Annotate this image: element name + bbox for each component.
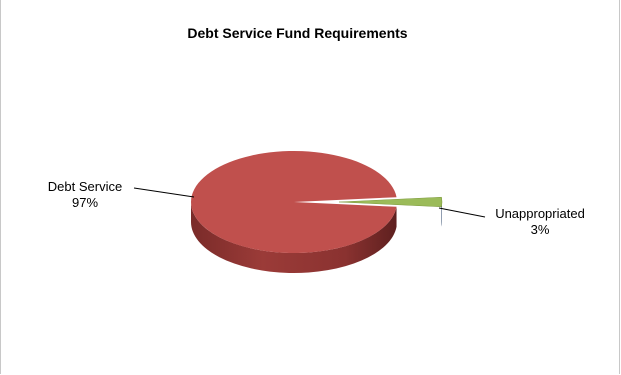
slice-label-unappropriated: Unappropriated <box>495 206 585 221</box>
leader-line-unappropriated <box>438 207 486 218</box>
slice-unappropriated <box>338 196 443 208</box>
slice-debt-service <box>191 151 397 254</box>
leader-line-debt-service <box>133 187 195 198</box>
slice-percent-debt-service: 97% <box>72 195 98 210</box>
slice-percent-unappropriated: 3% <box>531 222 550 237</box>
slice-label-debt-service: Debt Service <box>48 179 122 194</box>
slice-side-debt-service <box>191 202 397 274</box>
chart-title: Debt Service Fund Requirements <box>187 25 408 41</box>
